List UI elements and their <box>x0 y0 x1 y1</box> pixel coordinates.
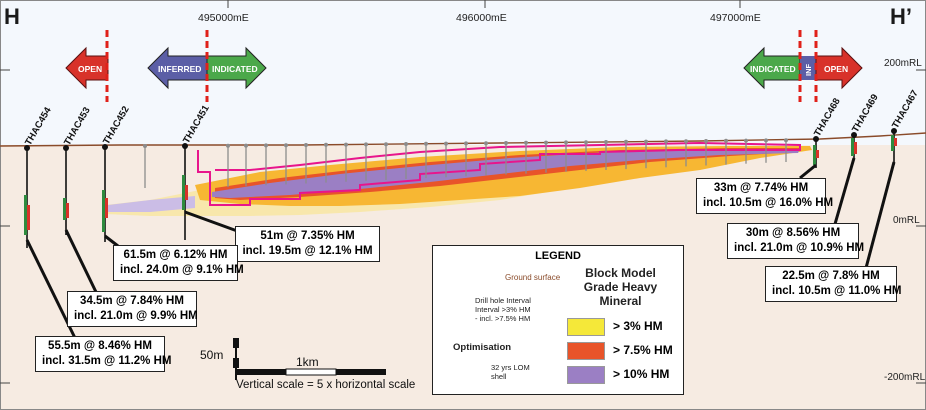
legend-optimisation-label: Optimisation <box>453 342 512 353</box>
intercept-callout-thac469: 30m @ 8.56% HM incl. 21.0m @ 10.9% HM <box>727 223 865 259</box>
background-drill-collar <box>684 139 688 144</box>
intercept-line1: 34.5m @ 7.84% HM <box>80 295 184 307</box>
background-drill-collar <box>724 138 728 143</box>
legend-block-model-title: Block Model Grade Heavy Mineral <box>583 266 658 308</box>
intercept-line2: incl. 31.5m @ 11.2% HM <box>42 355 172 367</box>
background-drill-collar <box>504 141 508 145</box>
arrow-indicated-right-label: INDICATED <box>750 64 796 74</box>
intercept-callout-thac467: 22.5m @ 7.8% HM incl. 10.5m @ 11.0% HM <box>765 266 902 302</box>
intercept-callout-thac452: 61.5m @ 6.12% HM incl. 24.0m @ 9.1% HM <box>113 245 244 281</box>
legend-swatch-grade-75 <box>567 342 605 360</box>
grade-10-left-wedge <box>108 196 195 212</box>
background-drill-collar <box>344 142 348 147</box>
background-drill-collar <box>484 141 488 146</box>
easting-label-497000: 497000mE <box>710 12 761 24</box>
easting-ticks <box>227 0 741 8</box>
intercept-line2: incl. 21.0m @ 9.9% HM <box>74 310 198 322</box>
intercept-line2: incl. 21.0m @ 10.9% HM <box>734 242 865 254</box>
arrow-indicated-left-label: INDICATED <box>212 64 258 74</box>
background-drill-collar <box>624 139 628 144</box>
key-drill-collars <box>24 128 897 151</box>
legend-ground-surface-label: Ground surface <box>505 273 561 282</box>
intercept-line2: incl. 24.0m @ 9.1% HM <box>120 264 244 276</box>
intercept-line1: 22.5m @ 7.8% HM <box>782 270 880 282</box>
section-start-label: H <box>4 4 20 29</box>
intercept-callout-thac468: 33m @ 7.74% HM incl. 10.5m @ 16.0% HM <box>696 178 834 214</box>
intercept-callout-thac454: 55.5m @ 8.46% HM incl. 31.5m @ 11.2% HM <box>35 336 172 372</box>
background-drill-collar <box>564 140 568 145</box>
legend-grade-10-label: > 10% HM <box>613 367 670 381</box>
background-drill-collar <box>664 139 668 144</box>
legend-box: LEGEND Ground surface Drill hole Interva… <box>432 245 684 395</box>
background-drill-collar <box>384 142 388 147</box>
intercept-line1: 61.5m @ 6.12% HM <box>123 249 228 261</box>
arrow-open-left-label: OPEN <box>78 64 102 74</box>
background-drill-collar <box>704 139 708 143</box>
intercept-line1: 30m @ 8.56% HM <box>745 227 841 239</box>
background-drill-collar <box>264 143 268 148</box>
intercept-line1: 51m @ 7.35% HM <box>260 230 355 242</box>
horizontal-scale-label: 1km <box>296 355 319 369</box>
background-drill-collar <box>226 143 230 148</box>
arrow-inferred-indicated <box>147 46 267 90</box>
background-drill-collar <box>244 143 248 148</box>
background-drill-holes <box>143 138 788 188</box>
background-drill-collar <box>444 141 448 146</box>
intercept-line2: incl. 19.5m @ 12.1% HM <box>242 245 373 257</box>
elevation-label-0: 0mRL <box>893 215 920 226</box>
legend-grade-75-label: > 7.5% HM <box>613 343 673 357</box>
elevation-ticks <box>0 69 926 384</box>
easting-label-496000: 496000mE <box>456 12 507 24</box>
background-drill-collar <box>744 138 748 143</box>
background-drill-collar <box>584 140 588 145</box>
background-drill-collar <box>784 138 788 143</box>
background-drill-collar <box>284 143 288 148</box>
arrow-indicated-inf-open-right <box>743 46 863 90</box>
background-drill-collar <box>324 142 328 147</box>
elevation-label-200: 200mRL <box>884 58 922 69</box>
arrow-open-right-label: OPEN <box>824 64 848 74</box>
background-drill-collar <box>143 144 147 148</box>
background-drill-collar <box>364 142 368 147</box>
intercept-line2: incl. 10.5m @ 11.0% HM <box>772 285 902 297</box>
background-drill-collar <box>764 138 768 143</box>
background-drill-collar <box>644 139 648 144</box>
background-drill-collar <box>464 141 468 146</box>
arrow-inf-label: INF <box>804 64 813 77</box>
background-drill-collar <box>604 140 608 144</box>
legend-swatch-grade-10 <box>567 366 605 384</box>
vertical-scale-label: 50m <box>200 348 224 362</box>
legend-lom-shell-label: 32 yrs LOM shell <box>491 363 530 381</box>
background-drill-collar <box>544 140 548 145</box>
intercept-line1: 33m @ 7.74% HM <box>713 182 809 194</box>
intercept-line2: incl. 10.5m @ 16.0% HM <box>703 197 834 209</box>
intercept-callout-thac451: 51m @ 7.35% HM incl. 19.5m @ 12.1% HM <box>235 226 380 262</box>
arrow-inferred-label: INFERRED <box>158 64 201 74</box>
legend-swatch-grade-3 <box>567 318 605 336</box>
legend-drill-interval-label: Drill hole Interval Interval >3% HM - in… <box>475 296 531 323</box>
intercept-callout-thac453: 34.5m @ 7.84% HM incl. 21.0m @ 9.9% HM <box>67 291 198 327</box>
scale-bar <box>233 338 386 380</box>
legend-title: LEGEND <box>535 250 581 262</box>
background-drill-collar <box>424 141 428 146</box>
background-drill-collar <box>304 143 308 147</box>
lom-shell-outline <box>197 141 801 206</box>
section-end-label: H’ <box>890 4 912 29</box>
elevation-label-neg200: -200mRL <box>884 372 926 383</box>
scale-ratio-note: Vertical scale = 5 x horizontal scale <box>236 379 416 391</box>
legend-grade-3-label: > 3% HM <box>613 319 663 333</box>
easting-label-495000: 495000mE <box>198 12 249 24</box>
background-drill-collar <box>404 142 408 146</box>
ground-surface-line <box>0 132 926 147</box>
drill-intervals <box>24 135 897 235</box>
intercept-line1: 55.5m @ 8.46% HM <box>48 340 152 352</box>
background-drill-collar <box>524 140 528 145</box>
